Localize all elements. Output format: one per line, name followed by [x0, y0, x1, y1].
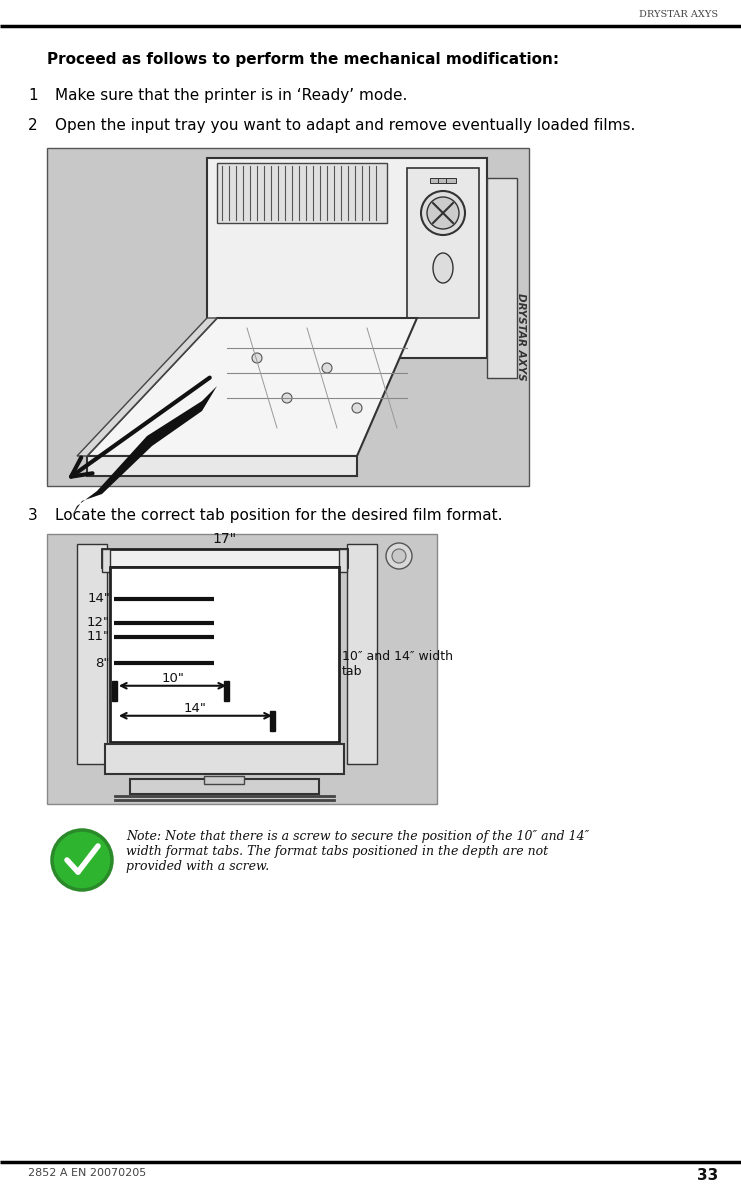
- Bar: [446, 178, 456, 183]
- Circle shape: [252, 353, 262, 363]
- Text: DRYSTAR AXYS: DRYSTAR AXYS: [639, 9, 718, 19]
- Polygon shape: [87, 455, 357, 476]
- Bar: [487, 178, 517, 378]
- Circle shape: [322, 363, 332, 374]
- Bar: [77, 544, 107, 764]
- Polygon shape: [77, 318, 217, 455]
- Circle shape: [386, 543, 412, 569]
- Text: Proceed as follows to perform the mechanical modification:: Proceed as follows to perform the mechan…: [47, 52, 559, 66]
- Bar: [207, 158, 487, 358]
- Text: 10″ and 14″ width
tab: 10″ and 14″ width tab: [342, 650, 453, 678]
- Text: DRYSTAR AXYS: DRYSTAR AXYS: [516, 293, 526, 381]
- Ellipse shape: [433, 253, 453, 283]
- Text: 14": 14": [184, 702, 207, 715]
- Bar: [339, 549, 347, 572]
- Bar: [130, 779, 319, 793]
- Bar: [47, 148, 529, 486]
- Text: 14": 14": [87, 592, 110, 605]
- Circle shape: [352, 403, 362, 413]
- Bar: [47, 534, 437, 804]
- Text: 2: 2: [28, 117, 38, 133]
- Bar: [204, 776, 244, 784]
- Bar: [102, 549, 347, 567]
- Text: Note: Note that there is a screw to secure the position of the 10″ and 14″
width: Note: Note that there is a screw to secu…: [126, 830, 589, 873]
- Bar: [102, 549, 110, 572]
- Bar: [105, 744, 344, 774]
- Text: Locate the correct tab position for the desired film format.: Locate the correct tab position for the …: [55, 508, 502, 523]
- Bar: [270, 710, 275, 731]
- Text: 2852 A EN 20070205: 2852 A EN 20070205: [28, 1168, 146, 1178]
- Bar: [110, 567, 339, 742]
- Bar: [224, 681, 229, 701]
- Circle shape: [52, 830, 112, 890]
- Text: 8": 8": [96, 657, 110, 670]
- Text: 12": 12": [87, 617, 110, 630]
- Text: Open the input tray you want to adapt and remove eventually loaded films.: Open the input tray you want to adapt an…: [55, 117, 635, 133]
- Text: 33: 33: [697, 1168, 718, 1182]
- Circle shape: [392, 549, 406, 563]
- Text: 17": 17": [213, 533, 236, 546]
- Bar: [217, 162, 387, 223]
- Circle shape: [421, 191, 465, 235]
- Text: 3: 3: [28, 508, 38, 523]
- Text: 11": 11": [87, 631, 110, 644]
- Circle shape: [427, 197, 459, 229]
- Text: 1: 1: [28, 88, 38, 103]
- Bar: [407, 168, 479, 318]
- Bar: [112, 681, 117, 701]
- Bar: [438, 178, 448, 183]
- Circle shape: [282, 393, 292, 403]
- Bar: [430, 178, 440, 183]
- Polygon shape: [87, 318, 417, 455]
- Bar: [347, 544, 377, 764]
- Text: Make sure that the printer is in ‘Ready’ mode.: Make sure that the printer is in ‘Ready’…: [55, 88, 408, 103]
- Text: 10": 10": [161, 671, 184, 684]
- Polygon shape: [72, 385, 217, 516]
